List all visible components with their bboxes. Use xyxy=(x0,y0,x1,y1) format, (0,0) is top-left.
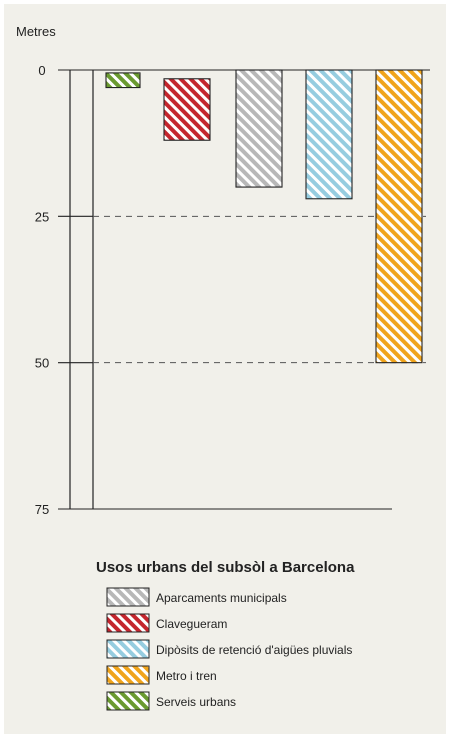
legend-swatch xyxy=(106,691,150,711)
gridlines xyxy=(93,215,426,364)
legend-label: Aparcaments municipals xyxy=(156,591,287,605)
y-tick-label: 0 xyxy=(38,63,45,78)
bar-metro-i-tren xyxy=(375,69,423,364)
bar-aparcaments-municipals xyxy=(235,69,283,188)
y-axis-title: Metres xyxy=(16,24,56,39)
y-tick-label: 50 xyxy=(35,356,49,371)
legend-label: Clavegueram xyxy=(156,617,227,631)
legend-swatch xyxy=(106,587,150,607)
bar-serveis-urbans xyxy=(105,72,141,89)
legend: Aparcaments municipals Clavegueram Dipòsit… xyxy=(106,587,352,711)
legend-label: Metro i tren xyxy=(156,669,217,683)
bar-dip-sits-de-retenci-d-aig-es-pluvials xyxy=(305,69,353,200)
y-axis: 0 25 50 75 xyxy=(35,63,430,517)
y-tick-label: 75 xyxy=(35,502,49,517)
y-tick-label: 25 xyxy=(35,209,49,224)
legend-swatch xyxy=(106,639,150,659)
bar-clavegueram xyxy=(163,78,211,141)
legend-label: Dipòsits de retenció d'aigües pluvials xyxy=(156,643,352,657)
legend-label: Serveis urbans xyxy=(156,695,236,709)
legend-swatch xyxy=(106,613,150,633)
legend-title: Usos urbans del subsòl a Barcelona xyxy=(96,559,355,576)
chart-panel xyxy=(4,4,446,734)
bars xyxy=(105,69,423,364)
legend-swatch xyxy=(106,665,150,685)
